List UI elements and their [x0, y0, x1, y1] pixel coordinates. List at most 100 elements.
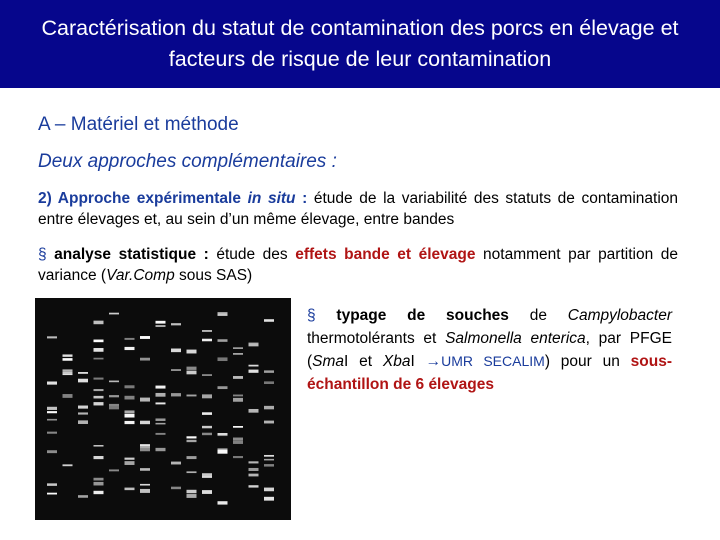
gel-band: [78, 412, 88, 415]
gel-band: [124, 420, 135, 425]
gel-band: [217, 312, 228, 315]
gel-band: [109, 395, 119, 398]
gel-band: [264, 405, 274, 410]
title: Caractérisation du statut de contaminati…: [41, 16, 679, 71]
gel-band: [140, 483, 150, 486]
gel-band: [155, 402, 166, 405]
text: Sma: [312, 353, 345, 370]
gel-band: [248, 342, 259, 345]
gel-band: [62, 464, 73, 467]
gel-band: [140, 357, 150, 361]
text: 2) Approche expérimentale: [38, 190, 248, 207]
text: notamment par partition de variance (: [38, 246, 678, 284]
gel-band: [217, 450, 228, 454]
text: analyse statistique :: [46, 246, 209, 263]
gel-band: [140, 420, 150, 425]
text: de: [508, 307, 568, 324]
gel-band: [47, 483, 57, 486]
gel-band: [217, 501, 228, 505]
gel-band: [140, 444, 150, 447]
gel-band: [217, 386, 228, 390]
gel-band: [186, 439, 197, 443]
gel-band: [78, 495, 88, 498]
gel-band: [155, 422, 166, 425]
gel-band: [93, 389, 104, 392]
gel-background: [35, 298, 291, 520]
gel-band: [155, 418, 166, 421]
gel-band: [264, 370, 274, 373]
gel-band: [124, 413, 135, 418]
gel-band: [264, 496, 274, 501]
gel-band: [124, 385, 135, 389]
gel-band: [202, 338, 212, 342]
gel-band: [264, 487, 274, 492]
gel-band: [217, 448, 228, 451]
gel-band: [62, 354, 73, 357]
gel-band: [248, 369, 259, 373]
bullet: §: [307, 307, 316, 324]
bullet: §: [38, 246, 47, 263]
text: typage de souches: [315, 307, 509, 324]
gel-band: [78, 371, 88, 374]
gel-band: [93, 490, 104, 495]
gel-band: [140, 448, 150, 452]
gel-band: [171, 393, 181, 397]
gel-band: [124, 395, 135, 400]
gel-band: [217, 433, 228, 435]
text: , par PFGE (: [307, 330, 673, 370]
gel-band: [140, 336, 150, 339]
text: étude des: [208, 246, 296, 263]
gel-band: [202, 490, 212, 494]
gel-band: [155, 432, 166, 435]
gel-band: [124, 461, 135, 465]
gel-band: [109, 380, 119, 383]
gel-band: [233, 347, 243, 349]
gel-band: [155, 385, 166, 389]
gel-band: [202, 432, 212, 436]
gel-band: [264, 381, 274, 384]
text: ) pour un: [544, 353, 631, 370]
gel-band: [186, 471, 197, 474]
arrow: →: [425, 353, 442, 370]
heading: A – Matériel et méthode: [38, 114, 239, 135]
gel-band: [155, 325, 166, 328]
gel-band: [78, 378, 88, 383]
gel-band: [140, 468, 150, 471]
gel-band: [202, 330, 212, 332]
gel-band: [93, 348, 104, 352]
text: :: [295, 190, 308, 207]
gel-band: [233, 440, 243, 444]
gel-band: [62, 358, 73, 361]
gel-band: [186, 436, 197, 439]
gel-band: [186, 494, 197, 498]
gel-band: [93, 477, 104, 481]
gel-band: [186, 349, 197, 354]
gel-band: [171, 486, 181, 490]
gel-band: [93, 402, 104, 406]
gel-band: [78, 420, 88, 424]
gel-band: [93, 320, 104, 325]
gel-band: [124, 457, 135, 460]
gel-band: [93, 395, 104, 399]
gel-band: [264, 420, 274, 424]
gel-band: [47, 336, 57, 339]
text: Campylobacter: [567, 307, 672, 324]
gel-band: [47, 431, 57, 434]
gel-band: [248, 364, 259, 367]
gel-band: [109, 312, 119, 315]
text: UMR SECALIM: [441, 353, 545, 369]
gel-band: [109, 469, 119, 472]
text: étude de la variabilité des statuts de c…: [38, 190, 679, 228]
text: Xba: [382, 353, 411, 370]
gel-band: [93, 339, 104, 343]
gel-band: [233, 394, 243, 397]
text: in situ: [247, 190, 296, 207]
subheading: Deux approches complémentaires :: [38, 151, 337, 172]
gel-band: [47, 411, 57, 414]
paragraph: § analyse statistique : étude des effets…: [38, 244, 678, 286]
gel-band: [186, 394, 197, 397]
gel-band: [124, 346, 135, 351]
gel-band: [202, 412, 212, 415]
gel-band: [47, 406, 57, 410]
